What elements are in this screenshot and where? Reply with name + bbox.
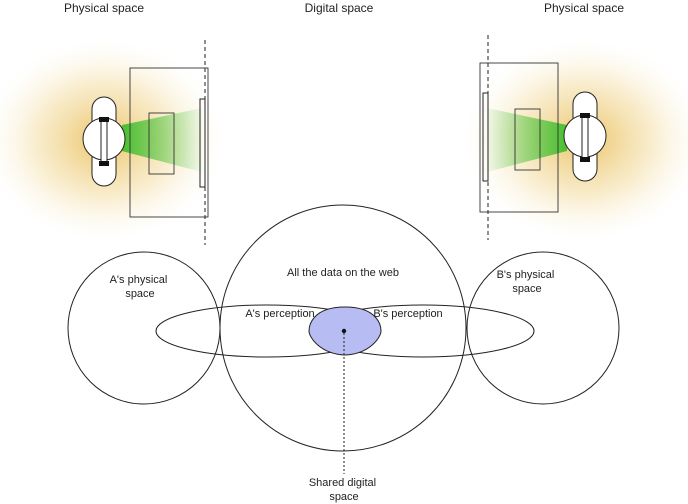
shared-digital-space-label: Shared digital space (309, 477, 379, 503)
view-cone-b (487, 108, 567, 172)
web-data-circle (219, 204, 467, 452)
screen-a (148, 112, 175, 175)
venn-diagram (67, 204, 620, 452)
view-cone-a (122, 108, 202, 172)
desk-b (479, 62, 559, 213)
desk-a (129, 67, 209, 218)
person-a-scene (0, 40, 224, 245)
person-b-eyes (581, 116, 589, 162)
monitor-a (199, 98, 206, 188)
web-data-label: All the data on the web (287, 267, 399, 279)
person-b-scene (464, 35, 688, 240)
a-perception-label: A's perception (245, 308, 314, 320)
header-physical-left: Physical space (64, 1, 144, 15)
b-physical-space-circle (466, 251, 620, 405)
header-digital: Digital space (305, 1, 374, 15)
header-physical-right: Physical space (544, 1, 624, 15)
a-physical-space-label: A's physical space (110, 274, 171, 300)
b-physical-space-label: B's physical space (497, 269, 558, 295)
shared-point (341, 328, 347, 334)
screen-b (514, 108, 541, 171)
person-a-eyes (100, 120, 108, 166)
b-perception-label: B's perception (373, 308, 442, 320)
